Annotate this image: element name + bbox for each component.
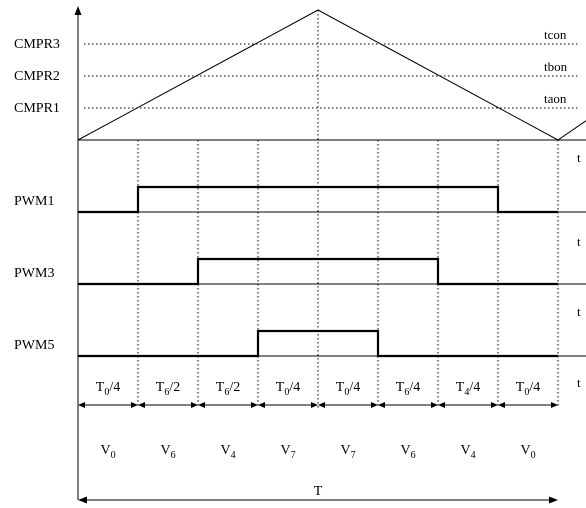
time-label-4: t — [577, 375, 581, 390]
tbon-label: tbon — [544, 59, 568, 74]
interval-boundaries — [137, 10, 559, 408]
arrow-head-right-icon — [251, 402, 258, 408]
pwm1-label: PWM1 — [14, 194, 54, 209]
arrow-head-right-icon — [311, 402, 318, 408]
arrow-head-right-icon — [431, 402, 438, 408]
interval-duration-label-7: T0/4 — [516, 380, 540, 398]
pwm3-label: PWM3 — [14, 266, 54, 281]
arrow-head-left-icon — [78, 402, 85, 408]
triangle-carrier — [77, 9, 586, 141]
cmpr1-label: CMPR1 — [14, 101, 60, 116]
arrow-head-right-icon — [491, 402, 498, 408]
pwm1-waveform — [78, 185, 558, 214]
arrow-head-right-icon — [131, 402, 138, 408]
pwm5-waveform — [78, 329, 558, 358]
period-label: T — [314, 484, 323, 499]
tcon-label: tcon — [544, 27, 567, 42]
interval-duration-arrows — [78, 402, 558, 408]
pwm5-label: PWM5 — [14, 338, 54, 353]
time-label-1: t — [577, 150, 581, 165]
arrow-head-right-icon — [551, 402, 558, 408]
interval-duration-label-2: T6/2 — [216, 380, 240, 398]
interval-vector-label-3: V7 — [280, 443, 295, 461]
arrow-head-right-icon — [191, 402, 198, 408]
arrow-head-left-icon — [318, 402, 325, 408]
interval-duration-label-6: T4/4 — [456, 380, 480, 398]
arrow-head-left-icon — [138, 402, 145, 408]
arrow-head-left-icon — [198, 402, 205, 408]
pwm3-waveform — [78, 257, 558, 286]
arrow-head-left-icon — [498, 402, 505, 408]
arrow-head-left-icon — [438, 402, 445, 408]
taon-label: taon — [544, 91, 567, 106]
time-label-2: t — [577, 234, 581, 249]
interval-vector-label-0: V0 — [100, 443, 115, 461]
vertical-axis-arrow-icon — [74, 6, 82, 15]
interval-vector-label-2: V4 — [220, 443, 235, 461]
interval-duration-label-4: T0/4 — [336, 380, 360, 398]
time-label-3: t — [577, 304, 581, 319]
interval-duration-label-5: T6/4 — [396, 380, 420, 398]
interval-labels: T0/4 V0 T6/2 V6 T6/2 V4 T0/4 V7 T0/4 V7 T6/4 V6 T4/4… — [96, 380, 540, 461]
interval-duration-label-0: T0/4 — [96, 380, 120, 398]
arrow-head-right-icon — [371, 402, 378, 408]
arrow-head-left-icon — [258, 402, 265, 408]
interval-vector-label-7: V0 — [520, 443, 535, 461]
period-arrow-left-icon — [78, 496, 87, 504]
cmpr3-label: CMPR3 — [14, 37, 60, 52]
interval-duration-label-1: T6/2 — [156, 380, 180, 398]
interval-vector-label-6: V4 — [460, 443, 475, 461]
interval-duration-label-3: T0/4 — [276, 380, 300, 398]
arrow-head-left-icon — [378, 402, 385, 408]
interval-vector-label-1: V6 — [160, 443, 175, 461]
cmpr2-label: CMPR2 — [14, 69, 60, 84]
period-arrow-right-icon — [549, 496, 558, 504]
interval-vector-label-4: V7 — [340, 443, 355, 461]
interval-vector-label-5: V6 — [400, 443, 415, 461]
